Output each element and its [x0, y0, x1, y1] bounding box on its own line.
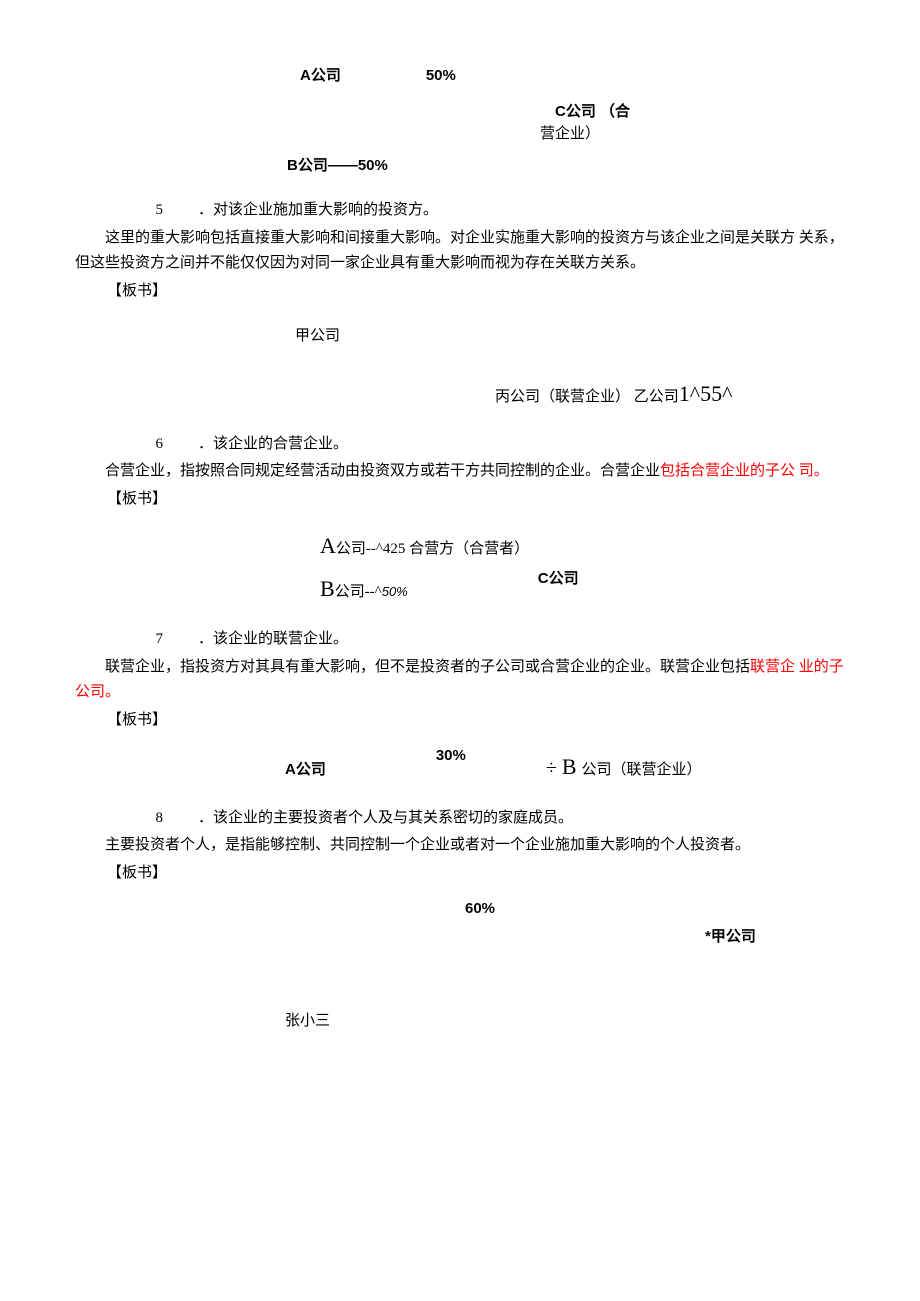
diagram-4-associate-b: A公司 30% ÷ B公司（联营企业） [75, 748, 845, 785]
item-7-title: ．该企业的联营企业。 [198, 627, 348, 653]
item-6-banshu: 【板书】 [107, 487, 845, 513]
item-6: 6 ．该企业的合营企业。 [75, 432, 845, 458]
d3-b-pct: 50% [382, 584, 408, 599]
item-8-title: ．该企业的主要投资者个人及与其关系密切的家庭成员。 [198, 806, 573, 832]
item-5-para: 这里的重大影响包括直接重大影响和间接重大影响。对企业实施重大影响的投资方与该企业… [75, 226, 845, 277]
diagram-1-joint-venture: A公司 50% C公司 （合 营企业） B公司——50% [75, 63, 845, 178]
d4-divide-sym: ÷ [546, 757, 562, 779]
item-8-para: 主要投资者个人，是指能够控制、共同控制一个企业或者对一个企业施加重大影响的个人投… [75, 833, 845, 859]
d3-b: B公司--^50% [320, 570, 408, 607]
d3-a-suffix: 公司--^425 [336, 541, 409, 557]
item-8: 8 ．该企业的主要投资者个人及与其关系密切的家庭成员。 [75, 806, 845, 832]
item-5-title: ．对该企业施加重大影响的投资方。 [198, 198, 438, 224]
d4-divide: ÷ B [546, 748, 577, 785]
d4-b-letter: B [562, 754, 577, 779]
item-6-para-red: 包括合营企业的子公 司。 [660, 463, 829, 479]
item-5-number: 5 [103, 198, 163, 224]
d1-company-c-line1: C公司 （合 [555, 99, 845, 125]
item-7-banshu: 【板书】 [107, 708, 845, 734]
item-5-banshu: 【板书】 [107, 279, 845, 305]
d3-company-c: C公司 [538, 566, 579, 603]
d5-company-jia: *甲公司 [705, 924, 845, 950]
d3-a-letter: A [320, 533, 336, 558]
d4-pct-30: 30% [436, 743, 466, 769]
diagram-3-joint-operator: A公司--^425 合营方（合营者） B公司--^50% C公司 [75, 527, 845, 607]
d1-company-c-line2: 营企业） [540, 122, 845, 148]
item-5: 5 ．对该企业施加重大影响的投资方。 [75, 198, 845, 224]
item-7: 7 ．该企业的联营企业。 [75, 627, 845, 653]
diagram-2-associate: 甲公司 丙公司（联营企业） 乙公司1^55^ [75, 324, 845, 412]
d2-row2: 丙公司（联营企业） 乙公司1^55^ [495, 375, 845, 412]
item-6-para-prefix: 合营企业，指按照合同规定经营活动由投资双方或若干方共同控制的企业。合营企业 [105, 463, 660, 479]
item-7-number: 7 [103, 627, 163, 653]
d3-b-letter: B [320, 576, 335, 601]
item-6-para: 合营企业，指按照合同规定经营活动由投资双方或若干方共同控制的企业。合营企业包括合… [75, 459, 845, 485]
d1-pct-50: 50% [426, 63, 456, 89]
d2-company-jia: 甲公司 [295, 324, 845, 350]
item-6-title: ．该企业的合营企业。 [198, 432, 348, 458]
d3-b-suffix: 公司--^ [335, 584, 382, 600]
d3-a-extra: 合营方（合营者） [409, 541, 529, 557]
item-7-para-prefix: 联营企业，指投资方对其具有重大影响，但不是投资者的子公司或合营企业的企业。联营企… [105, 659, 750, 675]
item-8-banshu: 【板书】 [107, 861, 845, 887]
item-8-number: 8 [103, 806, 163, 832]
d4-company-a: A公司 [285, 757, 326, 783]
d4-b-suffix: 公司（联营企业） [582, 758, 702, 784]
d2-formula: 1^55^ [679, 381, 733, 406]
d3-row1: A公司--^425 合营方（合营者） [320, 527, 845, 564]
d2-bing-yi: 丙公司（联营企业） 乙公司 [495, 389, 679, 405]
item-6-number: 6 [103, 432, 163, 458]
item-7-para: 联营企业，指投资方对其具有重大影响，但不是投资者的子公司或合营企业的企业。联营企… [75, 655, 845, 706]
diagram-5-individual-investor: 60% *甲公司 张小三 [75, 896, 845, 1035]
d5-pct-60: 60% [465, 896, 845, 922]
d1-company-b: B公司——50% [287, 153, 845, 179]
d1-company-a: A公司 [300, 63, 341, 89]
d5-zhang: 张小三 [285, 1009, 845, 1035]
